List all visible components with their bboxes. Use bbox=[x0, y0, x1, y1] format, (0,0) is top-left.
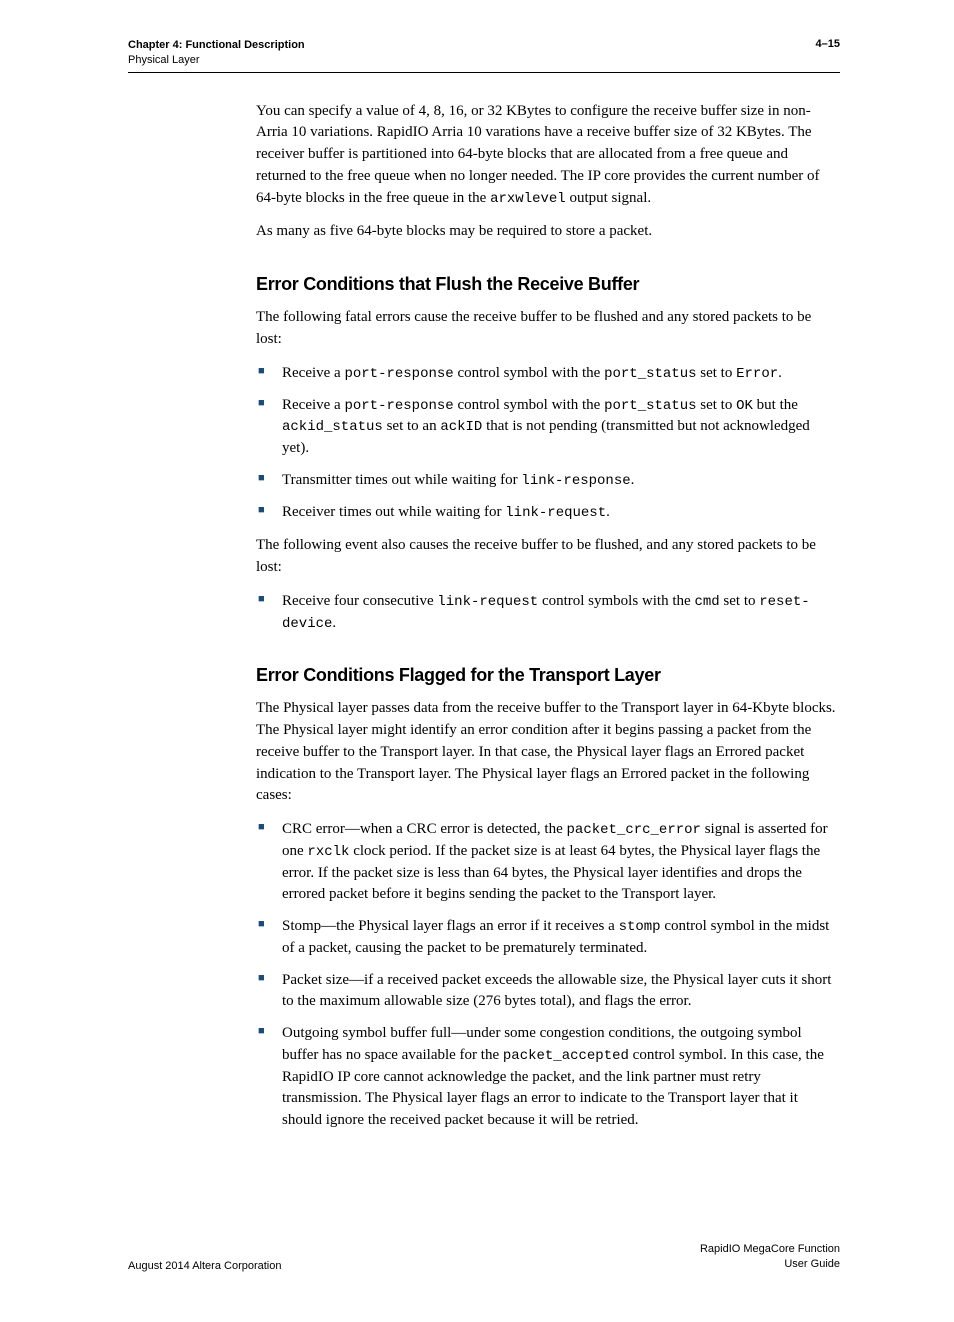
list-item: Receive four consecutive link-request co… bbox=[256, 591, 840, 635]
footer-doc-title: RapidIO MegaCore Function bbox=[700, 1242, 840, 1257]
header-left: Chapter 4: Functional Description Physic… bbox=[128, 38, 305, 68]
page-header: Chapter 4: Functional Description Physic… bbox=[128, 38, 840, 73]
list-item: Stomp—the Physical layer flags an error … bbox=[256, 916, 840, 960]
main-content: You can specify a value of 4, 8, 16, or … bbox=[256, 101, 840, 1132]
sec1-paragraph-2: The following event also causes the rece… bbox=[256, 535, 840, 579]
chapter-title: Chapter 4: Functional Description bbox=[128, 38, 305, 53]
sec2-paragraph-1: The Physical layer passes data from the … bbox=[256, 698, 840, 807]
section-name: Physical Layer bbox=[128, 53, 305, 68]
sec2-bullet-list: CRC error—when a CRC error is detected, … bbox=[256, 819, 840, 1132]
list-item: Receiver times out while waiting for lin… bbox=[256, 502, 840, 524]
list-item: Outgoing symbol buffer full—under some c… bbox=[256, 1023, 840, 1132]
sec1-bullet-list-2: Receive four consecutive link-request co… bbox=[256, 591, 840, 635]
list-item: Receive a port-response control symbol w… bbox=[256, 395, 840, 460]
document-page: Chapter 4: Functional Description Physic… bbox=[0, 0, 954, 1322]
page-footer: August 2014 Altera Corporation RapidIO M… bbox=[128, 1242, 840, 1272]
section-heading-flush: Error Conditions that Flush the Receive … bbox=[256, 271, 840, 297]
sec1-paragraph-1: The following fatal errors cause the rec… bbox=[256, 307, 840, 351]
section-heading-transport: Error Conditions Flagged for the Transpo… bbox=[256, 662, 840, 688]
list-item: CRC error—when a CRC error is detected, … bbox=[256, 819, 840, 906]
list-item: Transmitter times out while waiting for … bbox=[256, 470, 840, 492]
footer-right: RapidIO MegaCore Function User Guide bbox=[700, 1242, 840, 1272]
intro-paragraph-1: You can specify a value of 4, 8, 16, or … bbox=[256, 101, 840, 210]
footer-doc-subtitle: User Guide bbox=[700, 1257, 840, 1272]
list-item: Packet size—if a received packet exceeds… bbox=[256, 970, 840, 1014]
list-item: Receive a port-response control symbol w… bbox=[256, 363, 840, 385]
intro-paragraph-2: As many as five 64-byte blocks may be re… bbox=[256, 221, 840, 243]
code-arxwlevel: arxwlevel bbox=[490, 191, 566, 207]
page-number: 4–15 bbox=[816, 38, 840, 68]
footer-left: August 2014 Altera Corporation bbox=[128, 1260, 282, 1272]
sec1-bullet-list-1: Receive a port-response control symbol w… bbox=[256, 363, 840, 524]
